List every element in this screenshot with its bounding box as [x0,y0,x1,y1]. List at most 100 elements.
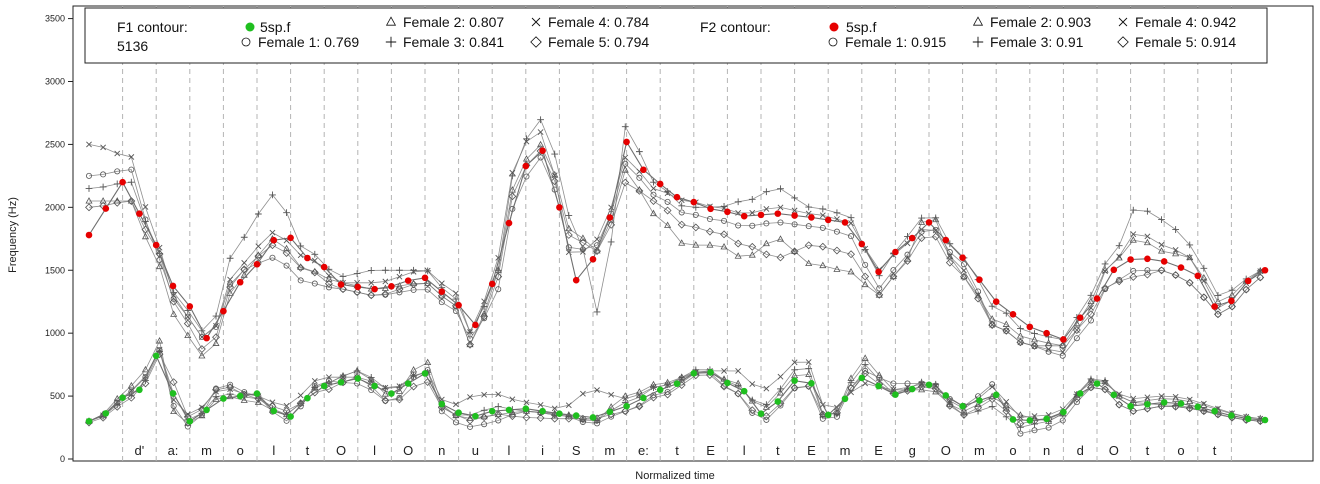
data-point [757,211,765,219]
data-point [367,374,375,381]
data-point [649,197,658,205]
data-point [1144,255,1151,263]
data-point [472,412,479,420]
data-point [437,291,446,300]
data-point [579,234,587,241]
data-point [805,259,813,267]
data-point [960,272,968,280]
data-point [589,255,597,263]
data-point [100,171,107,178]
data-point [339,372,347,380]
data-point [1093,380,1101,387]
legend-marker-diamond [1117,36,1129,48]
data-point [325,374,332,381]
data-point [509,169,516,176]
legend-marker-cross [531,17,541,27]
data-point [918,218,926,225]
data-point [1244,415,1252,423]
data-point [1017,325,1024,332]
data-point [976,276,983,283]
data-point [791,194,798,202]
data-point [1016,419,1025,428]
data-point [805,203,813,211]
data-point [1144,400,1151,408]
data-point [1200,400,1207,407]
data-point [908,234,916,242]
series-line [88,118,1261,340]
data-point [212,393,220,401]
data-point [932,227,939,234]
data-point [539,147,546,155]
data-point [1087,291,1095,299]
data-point [640,166,647,174]
data-point [304,394,311,402]
data-point [621,123,629,131]
data-point [311,250,319,258]
data-point [623,138,630,146]
x-axis-title: Normalized time [635,470,714,482]
data-point [367,291,376,300]
data-point [589,414,597,421]
data-point [381,396,390,405]
data-point [918,214,925,222]
legend-label: Female 3: 0.841 [403,34,504,50]
data-point [841,395,849,403]
data-point [424,279,432,286]
data-point [551,405,558,412]
data-point [410,268,417,275]
data-point [184,313,191,320]
data-point [537,116,544,124]
legend-label: Female 5: 0.794 [548,34,649,50]
data-point [847,214,855,222]
segment-label: t [306,443,310,458]
data-point [423,378,432,386]
data-point [86,172,93,179]
data-point [340,374,346,381]
data-point [297,242,305,250]
data-point [1144,267,1151,274]
data-point [467,329,473,336]
data-point [1101,284,1110,292]
data-point [226,392,234,400]
data-point [735,222,742,229]
data-point [748,242,757,251]
f2-speaker-label: 5sp.f [846,19,876,35]
data-point [1058,341,1067,350]
data-point [818,410,827,419]
data-point [932,226,939,233]
data-point [156,262,164,270]
data-point [155,250,164,258]
data-point [734,252,742,259]
data-point [889,272,898,281]
data-point [607,220,616,229]
y-tick-label: 0 [60,454,65,464]
segment-grid [122,6,1232,461]
data-point [1116,276,1123,283]
data-point [824,411,832,419]
data-point [763,385,770,392]
y-tick-label: 2000 [45,202,65,212]
y-tick-label: 2500 [45,139,65,149]
data-point [311,267,319,275]
data-point [381,390,389,397]
legend-label: Female 4: 0.942 [1135,14,1236,30]
segment-label: t [675,443,679,458]
segment-label: d' [135,443,145,458]
data-point [1017,430,1024,437]
series-female-1-f1 [86,346,1264,437]
data-point [791,212,798,219]
data-point [1031,427,1038,434]
data-point [1045,424,1052,431]
data-point [1116,401,1123,408]
legend-marker-circle [828,37,838,47]
data-point [226,283,235,292]
data-point [494,403,502,410]
data-point [269,229,276,236]
legend-marker-plus [385,36,397,48]
data-point [720,230,728,239]
segment-label: i [541,443,544,458]
data-point [861,361,869,369]
y-tick-label: 1500 [45,265,65,275]
data-point [805,359,812,365]
data-point [324,279,333,288]
